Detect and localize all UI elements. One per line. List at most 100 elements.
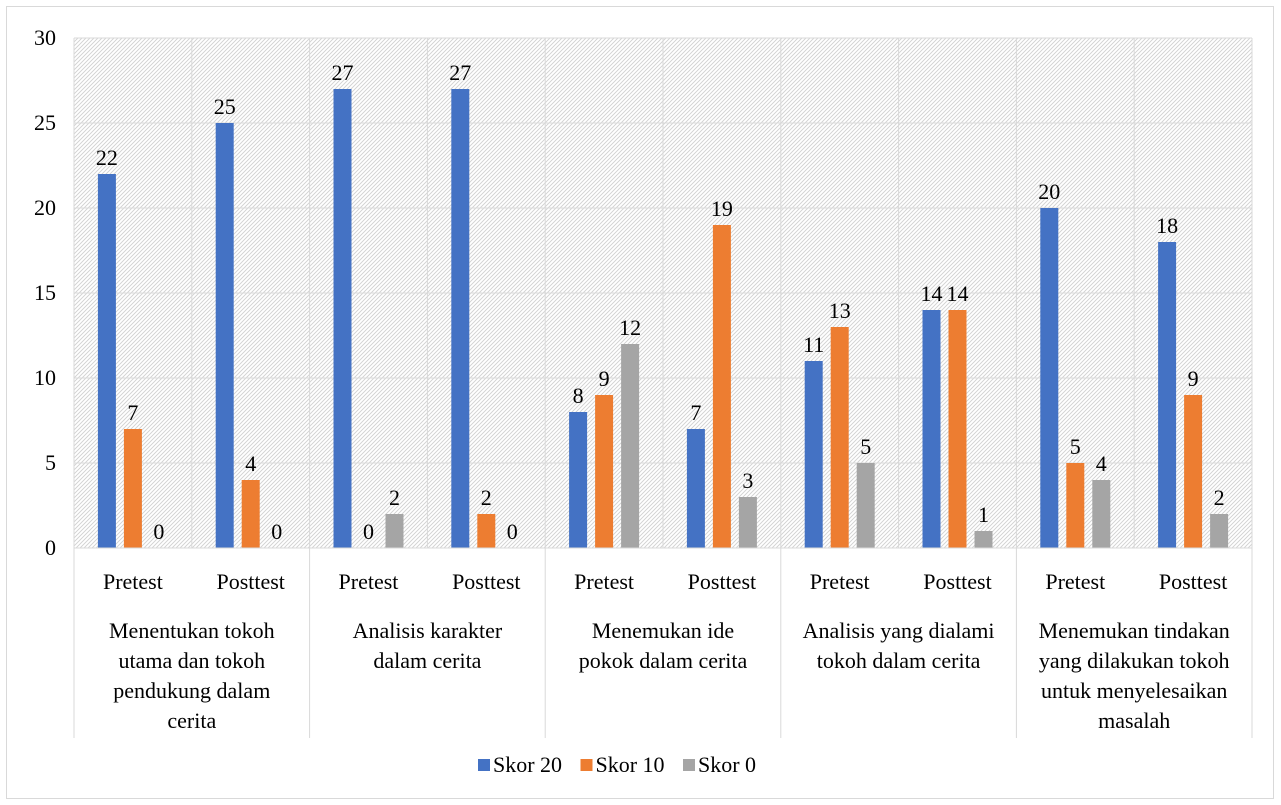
x-tick-label: Posttest: [452, 569, 520, 594]
bar: [477, 514, 496, 548]
x-tick-label: Pretest: [1045, 569, 1105, 594]
bar: [712, 225, 731, 548]
data-label: 2: [481, 485, 492, 510]
group-label: utama dan tokoh: [118, 648, 265, 673]
bar: [1210, 514, 1229, 548]
group-label: pokok dalam cerita: [579, 648, 748, 673]
bar: [569, 412, 588, 548]
data-label: 4: [1096, 451, 1107, 476]
y-tick-label: 30: [34, 25, 56, 50]
data-label: 0: [363, 519, 374, 544]
x-tick-label: Pretest: [810, 569, 870, 594]
data-label: 19: [711, 196, 733, 221]
bar: [856, 463, 875, 548]
data-label: 13: [829, 298, 851, 323]
legend: Skor 20 Skor 10 Skor 0: [478, 752, 756, 777]
group-label: Analisis karakter: [353, 618, 503, 643]
x-tick-label: Posttest: [688, 569, 756, 594]
group-label: cerita: [167, 708, 216, 733]
bar: [215, 123, 234, 548]
data-label: 8: [573, 383, 584, 408]
y-tick-label: 10: [34, 365, 56, 390]
bar: [1184, 395, 1203, 548]
data-label: 7: [690, 400, 701, 425]
data-label: 22: [96, 145, 118, 170]
y-tick-label: 0: [45, 535, 56, 560]
bar: [804, 361, 823, 548]
data-label: 7: [127, 400, 138, 425]
data-label: 0: [153, 519, 164, 544]
group-label: Menemukan ide: [592, 618, 734, 643]
data-label: 18: [1156, 213, 1178, 238]
data-label: 9: [599, 366, 610, 391]
data-label: 2: [389, 485, 400, 510]
group-label: yang dilakukan tokoh: [1039, 648, 1230, 673]
legend-label: Skor 0: [698, 752, 756, 777]
x-tick-label: Pretest: [103, 569, 163, 594]
bar: [738, 497, 757, 548]
data-label: 0: [507, 519, 518, 544]
y-axis-tick-labels: 0 5 10 15 20 25 30: [34, 25, 56, 560]
data-label: 0: [271, 519, 282, 544]
data-label: 25: [214, 94, 236, 119]
group-label: dalam cerita: [373, 648, 481, 673]
legend-swatch: [478, 759, 490, 771]
bar: [241, 480, 260, 548]
y-tick-label: 5: [45, 450, 56, 475]
x-tick-label: Pretest: [339, 569, 399, 594]
data-label: 4: [245, 451, 256, 476]
data-label: 11: [803, 332, 824, 357]
data-label: 14: [947, 281, 969, 306]
bar: [621, 344, 640, 548]
legend-swatch: [580, 759, 593, 771]
group-label: Menemukan tindakan: [1039, 618, 1230, 643]
data-label: 20: [1038, 179, 1060, 204]
group-label: Analisis yang dialami: [803, 618, 995, 643]
data-label: 27: [332, 60, 354, 85]
data-label: 2: [1214, 485, 1225, 510]
legend-label: Skor 10: [596, 752, 665, 777]
x-tick-label: Posttest: [923, 569, 991, 594]
bar: [1040, 208, 1059, 548]
data-label: 1: [978, 502, 989, 527]
data-label: 3: [742, 468, 753, 493]
bar: [830, 327, 849, 548]
bar: [451, 89, 470, 548]
legend-swatch: [683, 759, 695, 771]
legend-label: Skor 20: [493, 752, 562, 777]
bar: [922, 310, 941, 548]
bar: [333, 89, 352, 548]
x-tick-label: Posttest: [1159, 569, 1227, 594]
data-label: 5: [1070, 434, 1081, 459]
data-label: 9: [1188, 366, 1199, 391]
y-tick-label: 15: [34, 280, 56, 305]
bar: [595, 395, 614, 548]
bars: [97, 89, 1229, 548]
x-tick-label: Pretest: [574, 569, 634, 594]
bar: [948, 310, 967, 548]
group-label: tokoh dalam cerita: [817, 648, 981, 673]
y-tick-label: 25: [34, 110, 56, 135]
group-label: untuk menyelesaikan: [1041, 678, 1227, 703]
data-label: 27: [449, 60, 471, 85]
bar: [1158, 242, 1177, 548]
data-label: 14: [921, 281, 943, 306]
bar: [385, 514, 404, 548]
x-axis: Pretest Posttest Pretest Posttest Pretest Pos…: [73, 547, 1253, 738]
data-label: 5: [860, 434, 871, 459]
group-label: masalah: [1098, 708, 1170, 733]
x-tick-label: Posttest: [216, 569, 284, 594]
chart-border: [6, 6, 1274, 799]
bar: [686, 429, 705, 548]
bar: [1092, 480, 1111, 548]
bar: [974, 531, 993, 548]
group-label: Menentukan tokoh: [109, 618, 275, 643]
y-tick-label: 20: [34, 195, 56, 220]
bar: [1066, 463, 1085, 548]
bar: [97, 174, 116, 548]
bar: [123, 429, 142, 548]
data-label: 12: [619, 315, 641, 340]
